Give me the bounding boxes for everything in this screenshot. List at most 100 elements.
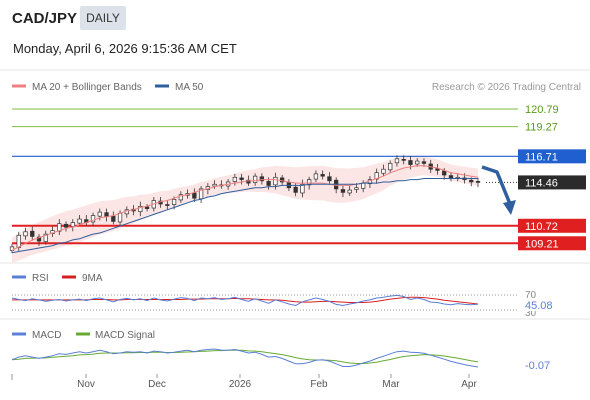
ma50-legend-label: MA 50 <box>175 82 204 93</box>
candle <box>320 170 325 180</box>
candle <box>111 211 116 225</box>
candle-body-up <box>415 160 420 165</box>
candle-body-up <box>171 198 177 205</box>
candle <box>70 219 75 232</box>
ma20-legend-label: MA 20 + Bollinger Bands <box>32 82 142 93</box>
candle-body-up <box>23 231 28 237</box>
rsi-legend-label: RSI <box>32 273 49 284</box>
level-tag-target-2 <box>518 236 586 251</box>
candle-body-down <box>239 177 244 180</box>
candle <box>198 186 204 204</box>
candle-body-down <box>30 230 35 237</box>
candle-body-down <box>320 174 325 177</box>
candle <box>252 173 258 186</box>
candle <box>192 188 197 203</box>
candle-body-down <box>192 192 197 199</box>
candle-body-down <box>165 204 170 206</box>
candle-body-up <box>138 205 143 212</box>
x-axis-label: 2026 <box>229 379 252 390</box>
x-axis-label: Feb <box>310 379 328 390</box>
candle <box>90 212 96 226</box>
macd-signal-line <box>11 349 479 364</box>
candle-body-up <box>90 215 96 223</box>
candle-body-up <box>388 163 393 171</box>
candle-body-up <box>178 194 183 201</box>
candle-body-up <box>300 183 305 194</box>
candle <box>212 180 217 189</box>
candle <box>232 173 238 186</box>
candle <box>300 179 305 198</box>
chart-header: CAD/JPY DAILY <box>0 0 590 38</box>
candle <box>394 155 400 167</box>
macd-line <box>11 348 479 368</box>
forecast-arrow <box>481 165 516 215</box>
x-axis-label: Mar <box>382 379 400 390</box>
credit-label: Research © 2026 Trading Central <box>432 82 581 93</box>
macd-legend-label: MACD <box>32 330 61 341</box>
candle <box>36 234 42 246</box>
candle-body-down <box>259 176 265 182</box>
rsi-current-value: 45.08 <box>525 300 553 312</box>
candle <box>313 170 319 182</box>
candle-body-up <box>394 158 400 164</box>
candle <box>381 164 386 177</box>
x-axis: Nov Dec 2026 Feb Mar Apr <box>77 374 477 390</box>
candle-body-down <box>293 186 298 193</box>
candle <box>178 191 183 203</box>
candle-body-down <box>435 168 440 171</box>
candle-body-down <box>111 215 116 222</box>
level-label-resistance-2: 120.79 <box>525 104 559 116</box>
candle-body-up <box>97 211 102 217</box>
candle-body-up <box>354 187 359 190</box>
candle-body-down <box>63 223 69 228</box>
rsi-30-label: 30 <box>525 308 537 319</box>
candle <box>259 173 265 185</box>
rsi-line <box>11 294 479 307</box>
candle-body-up <box>307 179 312 186</box>
rsi-ma-legend-label: 9MA <box>82 273 103 284</box>
moving-averages-layer <box>11 165 479 254</box>
candle <box>239 173 244 185</box>
x-axis-label: Nov <box>77 379 95 390</box>
ma50-line <box>11 178 478 254</box>
candle-body-down <box>340 189 346 193</box>
candle <box>374 168 379 184</box>
candle-body-down <box>144 206 150 209</box>
level-tag-pivot <box>518 149 586 164</box>
rsi-70-label: 70 <box>525 290 537 301</box>
symbol-label: CAD/JPY <box>12 10 78 27</box>
x-axis-label: Dec <box>148 379 166 390</box>
candle <box>63 221 69 232</box>
candle <box>347 186 352 196</box>
x-axis-label: Apr <box>461 379 477 390</box>
candle-body-up <box>374 172 379 180</box>
timeframe-button[interactable]: DAILY <box>80 6 126 30</box>
candle <box>77 215 82 227</box>
candle-body-up <box>70 222 75 227</box>
rsi-value-background <box>521 299 559 311</box>
candle <box>340 186 346 198</box>
datetime-label: Monday, April 6, 2026 9:15:36 AM CET <box>13 41 237 56</box>
candle-body-down <box>327 176 332 182</box>
candle-body-down <box>266 181 271 186</box>
candle-body-down <box>408 160 413 165</box>
forecast-arrow-line <box>481 165 512 205</box>
candle <box>97 208 102 221</box>
candle <box>144 203 150 212</box>
macd-current-value: -0.07 <box>525 360 550 372</box>
level-label-target-1: 110.72 <box>525 221 558 233</box>
rsi-lines-layer <box>11 294 479 307</box>
candle-body-down <box>421 161 427 164</box>
candle-body-up <box>361 182 366 189</box>
candle-body-up <box>273 176 278 186</box>
candle <box>23 227 28 240</box>
candle-body-down <box>36 236 42 242</box>
candle <box>327 172 332 185</box>
candle <box>165 199 170 210</box>
forecast-arrow-head <box>503 200 516 215</box>
candle-body-up <box>252 175 258 183</box>
candle-body-down <box>469 179 474 183</box>
candle <box>279 175 285 185</box>
candle-body-up <box>232 176 238 182</box>
